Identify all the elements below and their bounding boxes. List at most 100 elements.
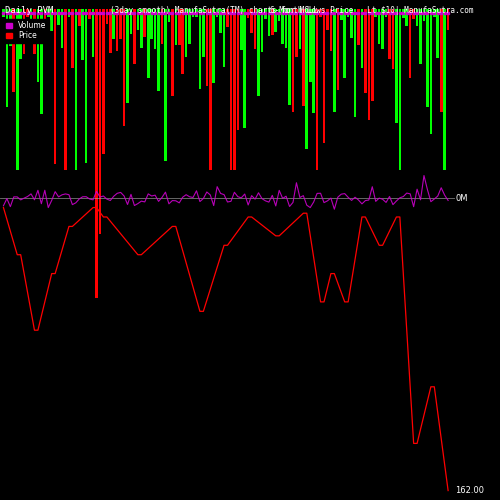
Bar: [123, 10, 126, 126]
Bar: [102, 10, 104, 154]
Bar: [154, 10, 156, 49]
Bar: [23, 10, 26, 54]
Bar: [436, 10, 439, 58]
Bar: [40, 10, 42, 114]
Bar: [88, 10, 91, 18]
Bar: [2, 10, 4, 18]
Bar: [223, 10, 226, 67]
Bar: [330, 10, 332, 51]
Bar: [392, 10, 394, 70]
Bar: [282, 10, 284, 44]
Bar: [136, 10, 139, 30]
Bar: [326, 10, 329, 30]
Bar: [236, 10, 239, 130]
Bar: [347, 10, 350, 18]
Bar: [302, 10, 304, 106]
Legend: Volume, Price: Volume, Price: [4, 19, 49, 42]
Bar: [12, 10, 15, 92]
Text: Daily PVM: Daily PVM: [5, 6, 54, 15]
Bar: [322, 10, 326, 143]
Bar: [64, 10, 67, 170]
Bar: [344, 10, 346, 78]
Bar: [385, 10, 388, 18]
Bar: [254, 10, 256, 50]
Bar: [120, 10, 122, 38]
Bar: [402, 10, 404, 18]
Bar: [61, 10, 64, 48]
Bar: [26, 10, 29, 18]
Bar: [209, 10, 212, 170]
Bar: [250, 10, 253, 33]
Bar: [240, 10, 242, 50]
Text: 6-Month Lows Price   Lt $10| ManufaSutra.com: 6-Month Lows Price Lt $10| ManufaSutra.c…: [270, 6, 474, 15]
Bar: [306, 10, 308, 149]
Bar: [16, 10, 18, 170]
Bar: [419, 10, 422, 64]
Bar: [354, 10, 356, 117]
Bar: [398, 10, 401, 170]
Bar: [430, 10, 432, 134]
Bar: [298, 10, 301, 49]
Bar: [202, 10, 204, 57]
Bar: [158, 10, 160, 91]
Text: 0M: 0M: [455, 194, 468, 202]
Bar: [292, 10, 294, 112]
Bar: [371, 10, 374, 101]
Bar: [198, 10, 201, 88]
Bar: [388, 10, 391, 59]
Bar: [378, 10, 380, 44]
Bar: [422, 10, 426, 22]
Bar: [233, 10, 235, 170]
Bar: [409, 10, 412, 78]
Bar: [212, 10, 215, 83]
Bar: [333, 10, 336, 112]
Bar: [220, 10, 222, 33]
Bar: [230, 10, 232, 170]
Bar: [116, 10, 118, 51]
Bar: [271, 10, 274, 34]
Bar: [78, 10, 80, 26]
Bar: [109, 10, 112, 52]
Bar: [364, 10, 366, 93]
Bar: [426, 10, 428, 107]
Bar: [9, 10, 12, 46]
Bar: [144, 10, 146, 38]
Bar: [406, 10, 408, 26]
Bar: [412, 10, 415, 18]
Bar: [182, 10, 184, 74]
Bar: [126, 10, 129, 104]
Bar: [174, 10, 177, 44]
Bar: [206, 10, 208, 86]
Bar: [244, 10, 246, 128]
Bar: [444, 10, 446, 170]
Bar: [85, 10, 87, 164]
Bar: [6, 10, 8, 106]
Bar: [133, 10, 136, 64]
Bar: [178, 10, 180, 45]
Bar: [47, 10, 50, 18]
Bar: [188, 10, 191, 44]
Bar: [260, 10, 264, 52]
Bar: [36, 10, 39, 83]
Bar: [168, 10, 170, 22]
Bar: [247, 10, 250, 18]
Bar: [350, 10, 353, 38]
Bar: [68, 10, 70, 18]
Bar: [192, 10, 194, 18]
Bar: [274, 10, 277, 32]
Bar: [368, 10, 370, 120]
Bar: [360, 10, 363, 68]
Bar: [50, 10, 53, 31]
Bar: [278, 10, 280, 21]
Bar: [288, 10, 291, 105]
Bar: [264, 10, 266, 19]
Bar: [257, 10, 260, 97]
Bar: [316, 10, 318, 170]
Bar: [268, 10, 270, 36]
Bar: [33, 10, 36, 54]
Bar: [44, 10, 46, 40]
Bar: [357, 10, 360, 45]
Bar: [95, 10, 98, 298]
Bar: [130, 10, 132, 34]
Bar: [195, 10, 198, 18]
